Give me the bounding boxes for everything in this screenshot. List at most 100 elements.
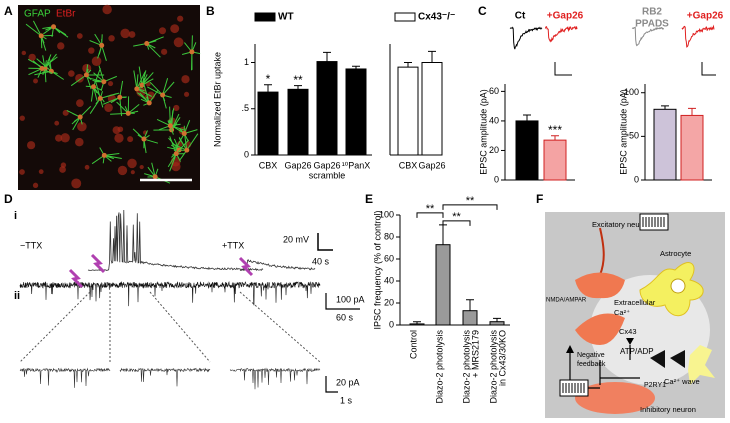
sublabel: ii <box>14 290 20 302</box>
y-tick-label: .5 <box>241 103 249 113</box>
astrocyte-soma <box>176 147 182 153</box>
significance: ** <box>293 73 303 87</box>
astrocyte-process <box>110 96 140 115</box>
error-bar <box>264 84 272 93</box>
diagram-label: feedback <box>577 361 606 368</box>
inhibitory-neuron <box>575 382 655 414</box>
bracket <box>442 204 498 210</box>
zoom-guide <box>239 291 321 363</box>
astrocyte-process <box>91 147 122 165</box>
trace <box>87 209 264 272</box>
bracket <box>442 220 471 226</box>
y-tick-label: 60 <box>489 86 499 96</box>
etbr-cell <box>75 73 84 83</box>
error-bar <box>661 105 669 110</box>
trace <box>19 367 111 388</box>
error-bar <box>466 299 474 311</box>
bar <box>515 120 539 181</box>
significance: * <box>266 72 271 86</box>
trace <box>239 259 316 271</box>
postsynaptic-spine <box>575 313 625 345</box>
etbr-cell <box>184 91 190 97</box>
panel-label: C <box>478 4 487 18</box>
panel-label: A <box>4 4 13 18</box>
astrocyte-soma <box>141 136 147 142</box>
x-tick-label: Control <box>408 330 418 359</box>
astrocyte-process <box>156 106 184 135</box>
astrocyte-process <box>103 80 127 117</box>
x-tick-label: scramble <box>309 170 346 180</box>
diagram-label: Extracellular <box>614 298 656 307</box>
etbr-cell <box>84 164 90 170</box>
panel-label: D <box>4 192 13 206</box>
etbr-cell <box>120 28 130 39</box>
panel-label: B <box>206 4 215 18</box>
etbr-cell <box>55 134 63 142</box>
panel-label: E <box>365 192 373 206</box>
astrocyte-process <box>66 106 92 131</box>
astrocyte-soma <box>189 49 195 55</box>
bar <box>489 321 505 326</box>
significance: *** <box>548 123 562 137</box>
stimulus <box>68 268 84 289</box>
astrocyte-soma <box>144 41 150 47</box>
etbr-cell <box>38 169 44 175</box>
etbr-cell <box>173 104 180 111</box>
etbr-cell <box>170 24 180 34</box>
etbr-cell <box>19 115 25 121</box>
astrocyte-soma <box>38 33 44 39</box>
error-bar <box>428 50 436 63</box>
y-tick-label: 20 <box>384 297 394 307</box>
scalebar-label: 20 pA <box>336 377 360 387</box>
diagram-label: ATP/ADP <box>620 347 654 356</box>
y-axis-label: Normalized EtBr uptake <box>212 52 222 147</box>
etbr-cell <box>128 31 136 38</box>
scale-bar <box>317 233 333 251</box>
etbr-cell <box>60 162 67 168</box>
astrocyte-soma <box>39 65 45 71</box>
scale-bar <box>701 62 716 76</box>
bar <box>287 88 309 156</box>
astrocyte-soma <box>101 79 107 85</box>
y-tick-label: 80 <box>384 231 394 241</box>
etbr-cell <box>130 170 135 175</box>
x-tick-label: Diazo-2 photolysis <box>488 330 498 404</box>
astrocyte-soma <box>83 72 89 78</box>
axon <box>599 227 605 276</box>
astrocyte-soma <box>134 86 140 92</box>
bar <box>653 108 677 181</box>
etbr-cell <box>68 70 75 77</box>
etbr-cell <box>77 121 87 132</box>
astrocyte-soma <box>181 130 187 136</box>
error-bar <box>352 65 360 69</box>
y-tick-label: 0 <box>389 319 394 329</box>
y-tick-label: 40 <box>489 115 499 125</box>
x-tick-label: Gap26 <box>418 160 445 170</box>
micrograph-cells <box>19 4 201 189</box>
astrocyte-process <box>137 83 159 106</box>
etbr-cell <box>114 133 124 143</box>
astrocyte-process <box>132 128 159 154</box>
error-bar <box>413 321 421 324</box>
error-bar <box>493 317 501 322</box>
bracket <box>416 212 444 218</box>
bar <box>680 114 704 181</box>
bar <box>397 66 419 156</box>
etbr-cell <box>60 133 70 143</box>
astrocyte-soma <box>125 110 131 116</box>
stimulus <box>90 253 106 274</box>
x-tick-label: Diazo-2 photolysis <box>461 330 471 404</box>
significance: ** <box>452 211 461 223</box>
etbr-cell <box>173 37 184 48</box>
bar <box>462 310 478 326</box>
astrocyte-soma <box>51 24 57 30</box>
y-tick-label: 1 <box>244 57 249 67</box>
trace-label: +Gap26 <box>687 11 724 22</box>
y-tick-label: 0 <box>634 174 639 184</box>
y-tick-label: 20 <box>489 145 499 155</box>
astrocyte-process <box>167 136 185 172</box>
etbr-cell <box>127 158 137 169</box>
error-bar <box>439 224 447 245</box>
error-bar <box>404 62 412 68</box>
astrocyte-process <box>169 120 198 148</box>
